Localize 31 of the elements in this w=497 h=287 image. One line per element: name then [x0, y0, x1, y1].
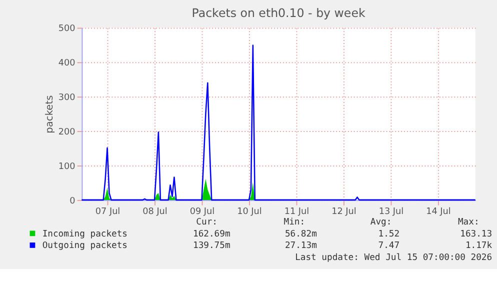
text: Cur: — [196, 218, 218, 228]
legend-label: Outgoing packets — [42, 241, 128, 252]
text: 1.17k — [465, 241, 493, 252]
text: 7.47 — [378, 241, 400, 252]
y-tick-label: 400 — [58, 58, 76, 69]
x-tick-label: 09 Jul — [190, 207, 215, 218]
x-tick-label: 13 Jul — [378, 207, 404, 218]
x-tick-label: 08 Jul — [142, 207, 168, 218]
x-tick-label: 12 Jul — [332, 207, 356, 218]
x-tick-label: 14 Jul — [426, 207, 451, 218]
text: Max: — [458, 218, 480, 228]
y-tick-label: 300 — [58, 93, 76, 104]
text: 27.13m — [284, 241, 317, 252]
y-tick-label: 200 — [58, 128, 76, 138]
x-tick-label: 07 Jul — [95, 207, 120, 218]
y-axis-title: packets — [44, 95, 56, 134]
y-tick-label: 0 — [70, 196, 76, 206]
text: Last update: Wed Jul 15 07:00:00 2026 — [295, 252, 492, 263]
text: 1.52 — [378, 229, 400, 240]
x-tick-label: 10 Jul — [237, 207, 262, 218]
chart-title: Packets on eth0.10 - by week — [192, 6, 366, 20]
text: Avg: — [370, 218, 392, 228]
text: 162.69m — [193, 229, 230, 240]
text: Min: — [284, 218, 306, 228]
text: 139.75m — [193, 241, 230, 252]
text: 163.13 — [460, 229, 492, 240]
y-tick-label: 500 — [58, 24, 76, 34]
y-tick-label: 100 — [58, 162, 76, 172]
text: 56.82m — [284, 229, 317, 240]
x-tick-label: 11 Jul — [284, 207, 310, 218]
legend-label: Incoming packets — [42, 229, 128, 240]
